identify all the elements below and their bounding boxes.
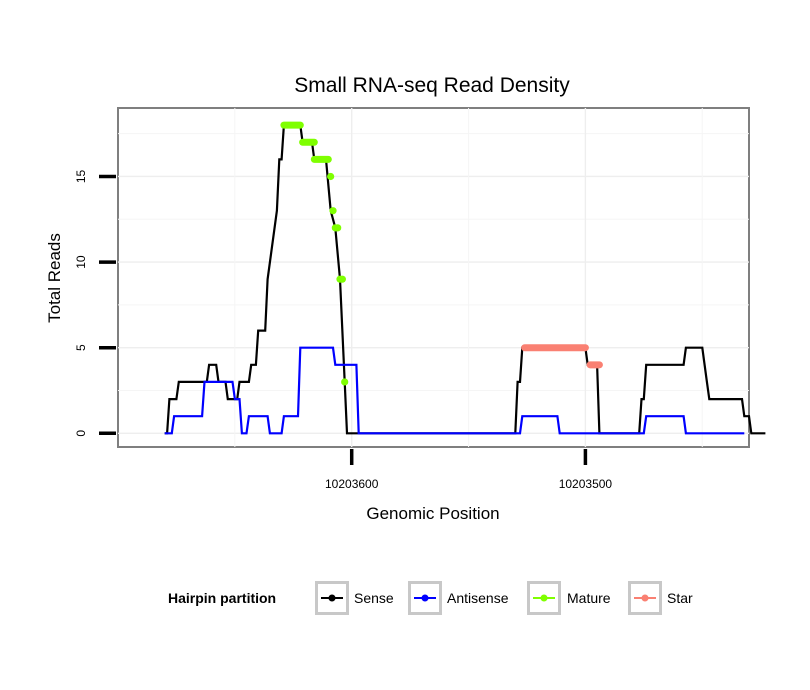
axes: 0 5 10 15 10203600 10203500 — [74, 170, 612, 491]
legend-title: Hairpin partition — [168, 590, 276, 606]
legend: Hairpin partition Sense Antisense Mature St… — [168, 581, 693, 615]
plot-panel — [117, 107, 750, 448]
legend-key-point — [641, 594, 649, 602]
legend-label: Star — [667, 590, 693, 606]
y-tick-label: 5 — [74, 344, 88, 351]
series-star-points — [521, 344, 603, 369]
series-line-sense — [164, 123, 766, 435]
mature-point — [327, 172, 335, 181]
legend-key-point — [328, 594, 336, 602]
mature-point — [338, 275, 346, 283]
y-axis-title: Total Reads — [45, 233, 64, 323]
chart-title: Small RNA-seq Read Density — [294, 74, 570, 97]
x-tick-label: 10203500 — [559, 477, 613, 491]
y-tick-label: 15 — [74, 170, 88, 184]
x-tick-label: 10203600 — [325, 477, 379, 491]
legend-label: Mature — [567, 590, 611, 606]
series-layer — [164, 121, 766, 435]
legend-item-star: Star — [628, 581, 693, 615]
series-antisense — [164, 346, 745, 435]
legend-key-point — [421, 594, 429, 602]
series-line-antisense — [164, 346, 745, 435]
legend-label: Sense — [354, 590, 394, 606]
x-axis-title: Genomic Position — [366, 504, 499, 523]
legend-item-mature: Mature — [527, 581, 611, 615]
y-tick-label: 0 — [74, 430, 88, 437]
legend-item-sense: Sense — [315, 581, 394, 615]
legend-item-antisense: Antisense — [408, 581, 509, 615]
mature-point — [341, 378, 349, 386]
series-mature-points — [280, 121, 349, 386]
legend-label: Antisense — [447, 590, 509, 606]
legend-key-point — [540, 594, 548, 602]
mature-point — [334, 224, 342, 232]
series-sense — [164, 123, 766, 435]
mature-point — [329, 207, 337, 215]
y-tick-label: 10 — [74, 255, 88, 269]
